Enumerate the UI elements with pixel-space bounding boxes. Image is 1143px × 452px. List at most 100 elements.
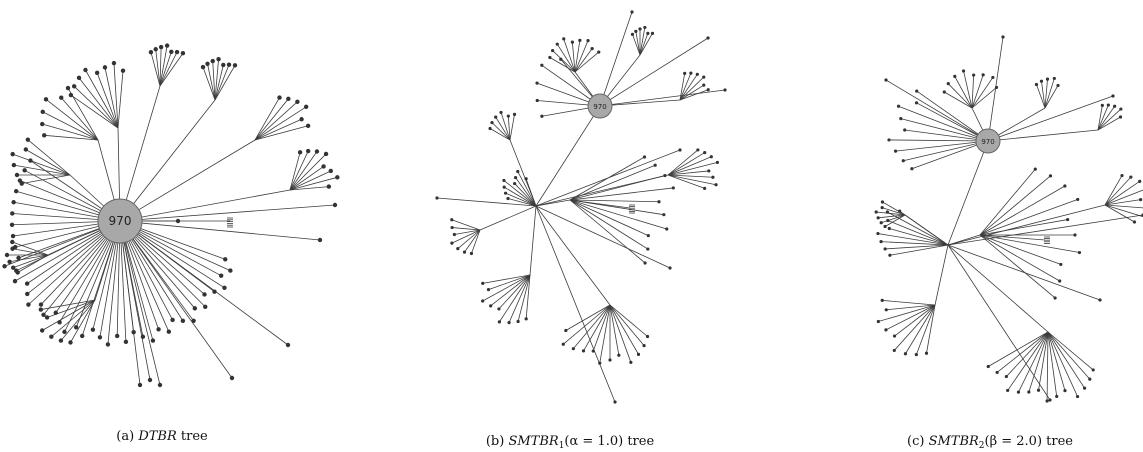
panel-c-leaf-node — [1111, 94, 1115, 98]
panel-a-edge — [214, 64, 230, 101]
panel-a-edge — [117, 70, 124, 129]
panel-b-edge — [569, 199, 649, 250]
panel-a-edge — [27, 139, 71, 176]
panel-c-edge — [898, 105, 989, 142]
panel-c-edge — [1097, 105, 1103, 131]
panel-a-leaf-node — [38, 302, 44, 307]
panel-a-edge — [40, 299, 96, 310]
panel-a-leaf-node — [192, 306, 198, 311]
panel-c-edge — [903, 140, 989, 162]
panel-a-edge — [155, 49, 161, 87]
panel-a-edge — [85, 69, 119, 129]
panel-c-edge — [1047, 331, 1085, 389]
panel-c-caption: (c) SMTBR2(β = 2.0) tree — [907, 434, 1073, 451]
panel-a-leaf-node — [71, 84, 77, 89]
panel-b-edge — [609, 304, 620, 356]
panel-c-leaf-node — [879, 240, 883, 244]
panel-a-leaf-node — [314, 149, 320, 154]
panel-a-leaf-node — [303, 104, 309, 109]
panel-a-edge — [119, 220, 151, 381]
panel-b-edge — [599, 37, 709, 107]
panel-c-edge — [971, 75, 975, 109]
panel-a-edge — [9, 254, 49, 263]
panel-a-leaf-node — [41, 312, 46, 317]
panel-a-edge — [119, 220, 141, 386]
panel-b-edge — [639, 33, 649, 56]
panel-b-hub-node — [587, 93, 613, 119]
panel-c-edge — [1018, 331, 1049, 393]
panel-c-edge — [893, 304, 936, 351]
panel-b-leaf-node — [662, 213, 666, 217]
panel-b-edge — [508, 274, 531, 323]
panel-b-leaf-node — [462, 250, 467, 254]
panel-a-edge — [159, 51, 178, 87]
panel-c-leaf-node — [1138, 198, 1143, 202]
panel-b-edge — [574, 40, 589, 73]
panel-b-edge — [679, 84, 704, 101]
panel-b-leaf-node — [456, 247, 460, 251]
panel-b-leaf-node — [645, 334, 650, 339]
panel-a-leaf-node — [4, 252, 10, 258]
panel-b-edge — [503, 180, 537, 207]
panel-a-edge — [21, 174, 71, 184]
panel-c-leaf-node — [901, 159, 905, 163]
panel-b-edge — [525, 178, 537, 207]
panel-a-leaf-node — [10, 211, 15, 216]
panel-c-hubs: 970 — [975, 128, 1001, 154]
panel-a-edge — [254, 101, 298, 141]
panel-a-edge — [60, 299, 96, 341]
panel-a-leaf-node — [11, 265, 16, 270]
panel-a-leaf-node — [28, 158, 33, 163]
panel-c-edge — [1041, 81, 1046, 109]
panel-b-leaf-node — [689, 71, 693, 75]
panel-b-hubs: 970 — [587, 93, 613, 119]
panel-b-edge — [507, 116, 511, 141]
panel-c-edges — [876, 36, 1143, 401]
panel-c-edge — [1104, 204, 1143, 209]
panel-b-leaf-node — [695, 72, 699, 76]
panel-a-leaf-node — [180, 318, 186, 324]
panel-c-leaf-node — [903, 352, 908, 356]
panel-a-leaf-node — [80, 333, 85, 339]
panel-c-edge — [884, 214, 906, 227]
panel-b-edge — [451, 229, 481, 244]
panel-b-edge — [535, 205, 616, 403]
panel-c-leaf-node — [1118, 115, 1123, 119]
panel-a-leaf-node — [164, 43, 170, 48]
panel-c-leaf-node — [883, 247, 887, 251]
panel-c-leaf-node — [1077, 250, 1082, 255]
panel-c-edge — [899, 210, 949, 246]
panel-b-edge — [529, 205, 537, 276]
panel-c-leaf-node — [1034, 82, 1039, 87]
panel-b-edge — [549, 57, 576, 73]
panel-b-edge — [574, 51, 600, 73]
panel-a-edge — [119, 220, 289, 346]
panel-c-leaf-node — [892, 334, 897, 338]
panel-b-edge — [515, 177, 537, 207]
panel-a-leaf-node — [305, 148, 311, 154]
panel-a-leaf-node — [170, 317, 175, 323]
panel-c-edge — [881, 214, 906, 224]
panel-c-edge — [885, 244, 949, 250]
panel-c-edge — [881, 241, 949, 246]
panel-a-leaf-node — [40, 121, 45, 127]
panel-a-leaf-node — [57, 320, 62, 325]
panel-a-edge — [44, 134, 99, 141]
panel-c-leaf-node — [994, 85, 999, 90]
panel-b-edge — [574, 48, 593, 73]
panel-b-edge — [569, 199, 631, 209]
panel-a-leaf-node — [323, 151, 329, 157]
panel-c-leaf-node — [884, 78, 888, 82]
panel-c-hub-node — [975, 128, 1001, 154]
panel-a-edge — [119, 220, 161, 386]
panel-c-edge — [1097, 104, 1109, 131]
panel-c-edge — [885, 79, 989, 142]
panel-c-edge — [1104, 199, 1141, 206]
panel-b-leaf-node — [497, 320, 501, 324]
panel-a-edge — [289, 176, 338, 191]
panel-c-leaf-node — [1076, 197, 1080, 202]
panel-b-leaf-node — [617, 353, 621, 357]
panel-a-leaf-node — [53, 310, 58, 315]
panel-b-leaf-node — [489, 304, 493, 308]
panel-a-edge — [70, 299, 96, 343]
